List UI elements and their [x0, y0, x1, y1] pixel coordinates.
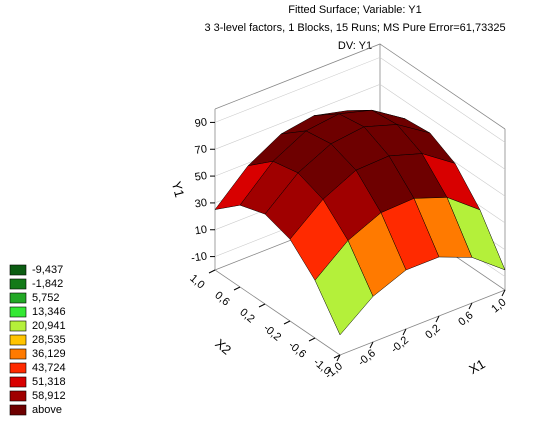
tick-mark	[208, 269, 216, 274]
legend-label: 58,912	[32, 390, 66, 402]
chart-title: Fitted Surface; Variable: Y1	[288, 4, 422, 16]
grid-line	[214, 57, 506, 143]
legend-label: 43,724	[32, 362, 66, 374]
legend-swatch	[9, 376, 27, 388]
legend-swatch	[9, 278, 27, 290]
tick-mark	[501, 289, 506, 297]
z-tick-label: 70	[194, 143, 208, 157]
z-tick-label: 90	[194, 116, 208, 130]
legend-label: 51,318	[32, 376, 66, 388]
legend-swatch	[9, 334, 27, 346]
legend-label: 13,346	[32, 306, 66, 318]
x-tick-label: -0,2	[389, 334, 411, 355]
tick-mark	[468, 302, 473, 310]
tick-mark	[308, 337, 316, 342]
legend-swatch	[9, 362, 27, 374]
legend-label: 5,752	[32, 292, 60, 304]
y-tick-label: -0,6	[286, 339, 308, 360]
grid-line	[214, 83, 506, 170]
surface-facet	[314, 240, 374, 336]
y-tick-label: 0,2	[237, 306, 256, 325]
tick-mark	[258, 303, 266, 308]
x-axis-label: X1	[466, 356, 487, 377]
x-tick-label: 0,2	[423, 322, 442, 341]
box-edge	[214, 43, 506, 130]
dv-label: DV: Y1	[338, 40, 372, 52]
z-tick-label: 50	[194, 170, 208, 184]
tick-mark	[402, 328, 407, 336]
legend-swatch	[9, 348, 27, 360]
tick-mark	[333, 354, 341, 359]
z-tick-label: -10	[190, 251, 207, 265]
legend-label: 20,941	[32, 320, 66, 332]
legend-swatch	[9, 264, 27, 276]
y-tick-label: 1,0	[187, 272, 206, 291]
y-tick-label: -0,2	[261, 322, 283, 343]
legend-label: above	[32, 404, 62, 416]
tick-mark	[435, 315, 440, 323]
x-tick-label: 0,6	[456, 309, 475, 328]
z-tick-label: 30	[194, 197, 208, 211]
legend-swatch	[9, 390, 27, 402]
chart-subtitle: 3 3-level factors, 1 Blocks, 15 Runs; MS…	[204, 22, 505, 34]
legend-label: -9,437	[32, 264, 63, 276]
x-tick-label: 1,0	[489, 296, 508, 315]
legend-label: 36,129	[32, 348, 66, 360]
tick-mark	[336, 354, 341, 362]
tick-mark	[283, 320, 291, 325]
tick-mark	[369, 341, 374, 349]
y-tick-label: 0,6	[212, 289, 231, 308]
z-tick-label: 10	[194, 224, 208, 238]
y-axis-label: X2	[212, 336, 234, 358]
legend-swatch	[9, 404, 27, 416]
legend-swatch	[9, 292, 27, 304]
legend-swatch	[9, 320, 27, 332]
legend-swatch	[9, 306, 27, 318]
legend-label: 28,535	[32, 334, 66, 346]
z-axis-label: Y1	[169, 180, 188, 199]
x-tick-label: -0,6	[356, 347, 378, 368]
legend-label: -1,842	[32, 278, 63, 290]
tick-mark	[233, 286, 241, 291]
